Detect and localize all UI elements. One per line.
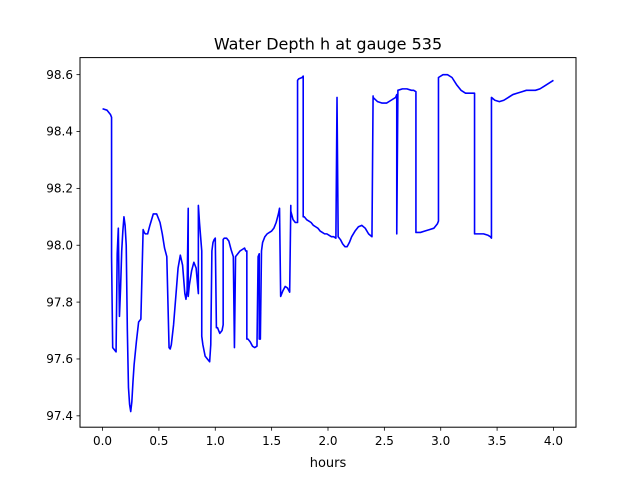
plot-frame [79, 57, 577, 428]
x-tick-label: 4.0 [544, 434, 563, 448]
x-axis-ticks: 0.0 0.5 1.0 1.5 2.0 2.5 3.0 3.5 4.0 [93, 427, 563, 448]
x-tick-label: 2.5 [375, 434, 394, 448]
y-tick-label: 98.2 [46, 182, 73, 196]
series-layer [102, 73, 554, 413]
x-tick-label: 0.0 [93, 434, 112, 448]
x-tick-label: 3.0 [431, 434, 450, 448]
y-tick-label: 97.4 [46, 409, 73, 423]
y-tick-label: 98.4 [46, 125, 73, 139]
x-tick-label: 2.0 [318, 434, 337, 448]
x-tick-label: 0.5 [149, 434, 168, 448]
y-tick-label: 98.6 [46, 68, 73, 82]
chart-title: Water Depth h at gauge 535 [214, 35, 442, 54]
x-tick-label: 1.0 [206, 434, 225, 448]
x-axis-label: hours [310, 456, 347, 471]
y-tick-label: 97.8 [46, 295, 73, 309]
x-tick-label: 3.5 [488, 434, 507, 448]
y-tick-label: 98.0 [46, 238, 73, 252]
series-line-0 [102, 73, 554, 413]
x-tick-label: 1.5 [262, 434, 281, 448]
y-tick-label: 97.6 [46, 352, 73, 366]
y-axis-ticks: 97.4 97.6 97.8 98.0 98.2 98.4 98.6 [46, 68, 80, 423]
